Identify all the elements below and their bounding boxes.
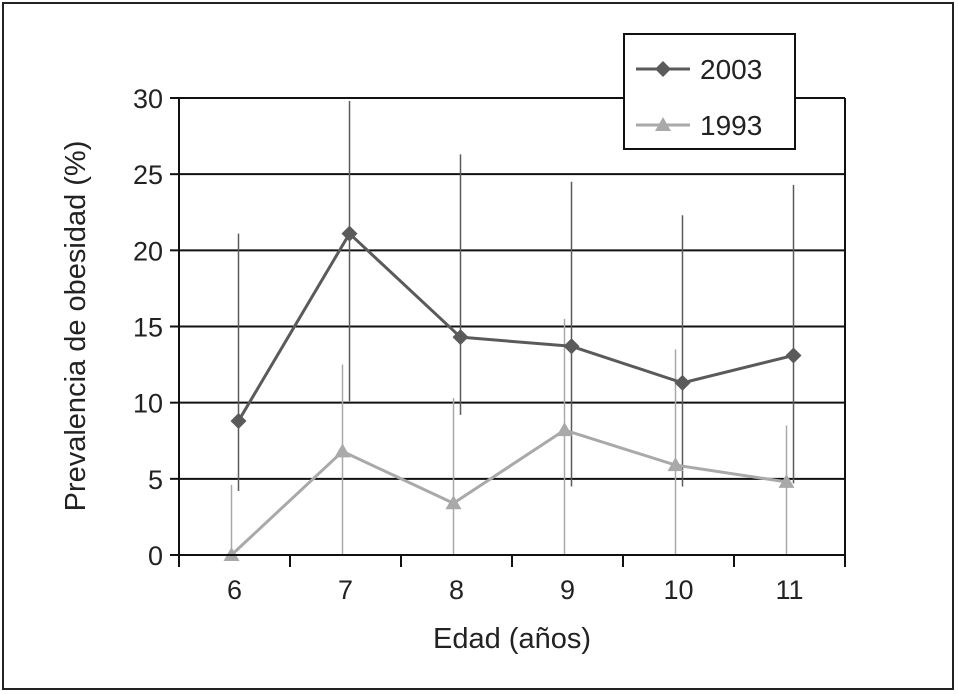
series-line	[230, 428, 787, 557]
legend-label: 2003	[700, 54, 762, 85]
legend-marker	[655, 117, 671, 131]
legend-box	[623, 33, 796, 150]
data-point	[556, 422, 573, 437]
x-axis-title: Edad (años)	[433, 623, 591, 655]
data-point	[452, 329, 469, 346]
series-line	[237, 232, 794, 422]
x-tick-label: 6	[227, 575, 242, 605]
x-tick-label: 7	[338, 575, 353, 605]
x-tick-label: 11	[775, 575, 803, 605]
y-tick-label: 10	[133, 389, 163, 419]
series-markers	[223, 225, 802, 561]
x-tick-label: 10	[663, 575, 693, 605]
x-tick-label: 8	[449, 575, 464, 605]
y-axis-title: Prevalencia de obesidad (%)	[60, 141, 92, 512]
y-tick-label: 5	[148, 465, 163, 495]
data-point	[778, 473, 795, 488]
data-point	[667, 457, 684, 472]
data-point	[785, 347, 802, 364]
series-lines	[230, 232, 794, 557]
axes	[170, 97, 846, 567]
y-tick-label: 30	[133, 84, 163, 114]
y-tick-label: 25	[133, 160, 163, 190]
legend: 2003 1993	[623, 33, 796, 150]
y-tick-label: 20	[133, 236, 163, 266]
tick-labels: 0 5 10 15 20 25 30 6 7 8 9 10 11	[133, 84, 804, 605]
error-bars	[230, 101, 795, 555]
gridlines	[179, 97, 845, 480]
data-point	[445, 495, 462, 510]
legend-marker	[655, 61, 671, 77]
data-point	[674, 374, 691, 391]
y-tick-label: 0	[148, 541, 163, 571]
legend-label: 1993	[700, 110, 762, 141]
y-tick-label: 15	[133, 313, 163, 343]
data-point	[563, 338, 580, 355]
data-point	[230, 412, 247, 429]
data-point	[334, 443, 351, 458]
x-tick-label: 9	[560, 575, 575, 605]
data-point	[341, 225, 358, 242]
